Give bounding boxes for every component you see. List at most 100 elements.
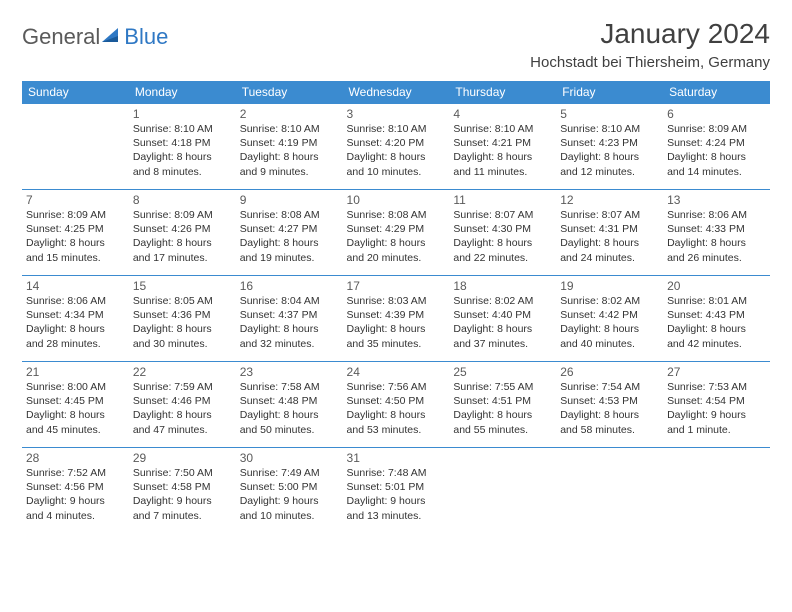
- day-number: 28: [26, 451, 125, 465]
- calendar-day-cell: 23Sunrise: 7:58 AMSunset: 4:48 PMDayligh…: [236, 362, 343, 448]
- calendar-week-row: 1Sunrise: 8:10 AMSunset: 4:18 PMDaylight…: [22, 104, 770, 190]
- weekday-header: Monday: [129, 81, 236, 104]
- day-number: 19: [560, 279, 659, 293]
- day-info: Sunrise: 8:06 AMSunset: 4:33 PMDaylight:…: [667, 208, 766, 265]
- day-info: Sunrise: 7:55 AMSunset: 4:51 PMDaylight:…: [453, 380, 552, 437]
- day-info: Sunrise: 8:10 AMSunset: 4:19 PMDaylight:…: [240, 122, 339, 179]
- day-info: Sunrise: 8:02 AMSunset: 4:42 PMDaylight:…: [560, 294, 659, 351]
- calendar-day-cell: 22Sunrise: 7:59 AMSunset: 4:46 PMDayligh…: [129, 362, 236, 448]
- calendar-day-cell: 25Sunrise: 7:55 AMSunset: 4:51 PMDayligh…: [449, 362, 556, 448]
- day-number: 20: [667, 279, 766, 293]
- calendar-day-cell: 5Sunrise: 8:10 AMSunset: 4:23 PMDaylight…: [556, 104, 663, 190]
- weekday-header: Sunday: [22, 81, 129, 104]
- header: General Blue January 2024 Hochstadt bei …: [22, 18, 770, 71]
- brand-part1: General: [22, 24, 100, 50]
- day-info: Sunrise: 8:08 AMSunset: 4:27 PMDaylight:…: [240, 208, 339, 265]
- title-block: January 2024 Hochstadt bei Thiersheim, G…: [530, 18, 770, 71]
- day-info: Sunrise: 8:04 AMSunset: 4:37 PMDaylight:…: [240, 294, 339, 351]
- weekday-header: Wednesday: [343, 81, 450, 104]
- day-info: Sunrise: 8:03 AMSunset: 4:39 PMDaylight:…: [347, 294, 446, 351]
- day-number: 13: [667, 193, 766, 207]
- day-info: Sunrise: 8:10 AMSunset: 4:21 PMDaylight:…: [453, 122, 552, 179]
- day-info: Sunrise: 8:09 AMSunset: 4:24 PMDaylight:…: [667, 122, 766, 179]
- calendar-week-row: 21Sunrise: 8:00 AMSunset: 4:45 PMDayligh…: [22, 362, 770, 448]
- day-info: Sunrise: 8:07 AMSunset: 4:30 PMDaylight:…: [453, 208, 552, 265]
- calendar-week-row: 7Sunrise: 8:09 AMSunset: 4:25 PMDaylight…: [22, 190, 770, 276]
- weekday-header-row: SundayMondayTuesdayWednesdayThursdayFrid…: [22, 81, 770, 104]
- day-number: 1: [133, 107, 232, 121]
- day-info: Sunrise: 7:53 AMSunset: 4:54 PMDaylight:…: [667, 380, 766, 437]
- day-info: Sunrise: 7:48 AMSunset: 5:01 PMDaylight:…: [347, 466, 446, 523]
- day-number: 4: [453, 107, 552, 121]
- day-number: 5: [560, 107, 659, 121]
- calendar-day-cell: 15Sunrise: 8:05 AMSunset: 4:36 PMDayligh…: [129, 276, 236, 362]
- day-info: Sunrise: 7:50 AMSunset: 4:58 PMDaylight:…: [133, 466, 232, 523]
- day-info: Sunrise: 8:08 AMSunset: 4:29 PMDaylight:…: [347, 208, 446, 265]
- calendar-day-cell: 29Sunrise: 7:50 AMSunset: 4:58 PMDayligh…: [129, 448, 236, 534]
- day-number: 26: [560, 365, 659, 379]
- day-info: Sunrise: 8:00 AMSunset: 4:45 PMDaylight:…: [26, 380, 125, 437]
- calendar-day-cell: [663, 448, 770, 534]
- day-info: Sunrise: 7:49 AMSunset: 5:00 PMDaylight:…: [240, 466, 339, 523]
- calendar-day-cell: 28Sunrise: 7:52 AMSunset: 4:56 PMDayligh…: [22, 448, 129, 534]
- day-number: 25: [453, 365, 552, 379]
- calendar-day-cell: 26Sunrise: 7:54 AMSunset: 4:53 PMDayligh…: [556, 362, 663, 448]
- day-number: 31: [347, 451, 446, 465]
- calendar-day-cell: 31Sunrise: 7:48 AMSunset: 5:01 PMDayligh…: [343, 448, 450, 534]
- calendar-day-cell: 16Sunrise: 8:04 AMSunset: 4:37 PMDayligh…: [236, 276, 343, 362]
- calendar-day-cell: 11Sunrise: 8:07 AMSunset: 4:30 PMDayligh…: [449, 190, 556, 276]
- calendar-table: SundayMondayTuesdayWednesdayThursdayFrid…: [22, 81, 770, 534]
- calendar-day-cell: [22, 104, 129, 190]
- calendar-day-cell: 10Sunrise: 8:08 AMSunset: 4:29 PMDayligh…: [343, 190, 450, 276]
- calendar-day-cell: [449, 448, 556, 534]
- day-info: Sunrise: 8:01 AMSunset: 4:43 PMDaylight:…: [667, 294, 766, 351]
- calendar-day-cell: 3Sunrise: 8:10 AMSunset: 4:20 PMDaylight…: [343, 104, 450, 190]
- day-info: Sunrise: 8:10 AMSunset: 4:23 PMDaylight:…: [560, 122, 659, 179]
- day-info: Sunrise: 8:10 AMSunset: 4:18 PMDaylight:…: [133, 122, 232, 179]
- calendar-day-cell: 9Sunrise: 8:08 AMSunset: 4:27 PMDaylight…: [236, 190, 343, 276]
- calendar-day-cell: 4Sunrise: 8:10 AMSunset: 4:21 PMDaylight…: [449, 104, 556, 190]
- day-number: 10: [347, 193, 446, 207]
- calendar-day-cell: 8Sunrise: 8:09 AMSunset: 4:26 PMDaylight…: [129, 190, 236, 276]
- calendar-day-cell: 27Sunrise: 7:53 AMSunset: 4:54 PMDayligh…: [663, 362, 770, 448]
- calendar-day-cell: 7Sunrise: 8:09 AMSunset: 4:25 PMDaylight…: [22, 190, 129, 276]
- day-number: 23: [240, 365, 339, 379]
- calendar-day-cell: 18Sunrise: 8:02 AMSunset: 4:40 PMDayligh…: [449, 276, 556, 362]
- day-number: 21: [26, 365, 125, 379]
- weekday-header: Tuesday: [236, 81, 343, 104]
- calendar-day-cell: 17Sunrise: 8:03 AMSunset: 4:39 PMDayligh…: [343, 276, 450, 362]
- brand-logo: General Blue: [22, 24, 168, 50]
- weekday-header: Saturday: [663, 81, 770, 104]
- day-number: 18: [453, 279, 552, 293]
- day-number: 12: [560, 193, 659, 207]
- day-number: 3: [347, 107, 446, 121]
- day-info: Sunrise: 7:58 AMSunset: 4:48 PMDaylight:…: [240, 380, 339, 437]
- calendar-day-cell: 24Sunrise: 7:56 AMSunset: 4:50 PMDayligh…: [343, 362, 450, 448]
- day-info: Sunrise: 8:09 AMSunset: 4:25 PMDaylight:…: [26, 208, 125, 265]
- day-number: 2: [240, 107, 339, 121]
- day-info: Sunrise: 8:06 AMSunset: 4:34 PMDaylight:…: [26, 294, 125, 351]
- calendar-body: 1Sunrise: 8:10 AMSunset: 4:18 PMDaylight…: [22, 104, 770, 534]
- calendar-week-row: 14Sunrise: 8:06 AMSunset: 4:34 PMDayligh…: [22, 276, 770, 362]
- day-info: Sunrise: 8:09 AMSunset: 4:26 PMDaylight:…: [133, 208, 232, 265]
- brand-part2: Blue: [124, 24, 168, 50]
- day-number: 11: [453, 193, 552, 207]
- calendar-day-cell: 1Sunrise: 8:10 AMSunset: 4:18 PMDaylight…: [129, 104, 236, 190]
- day-number: 16: [240, 279, 339, 293]
- calendar-day-cell: 20Sunrise: 8:01 AMSunset: 4:43 PMDayligh…: [663, 276, 770, 362]
- day-info: Sunrise: 7:59 AMSunset: 4:46 PMDaylight:…: [133, 380, 232, 437]
- day-info: Sunrise: 8:05 AMSunset: 4:36 PMDaylight:…: [133, 294, 232, 351]
- calendar-week-row: 28Sunrise: 7:52 AMSunset: 4:56 PMDayligh…: [22, 448, 770, 534]
- calendar-day-cell: 30Sunrise: 7:49 AMSunset: 5:00 PMDayligh…: [236, 448, 343, 534]
- calendar-day-cell: 21Sunrise: 8:00 AMSunset: 4:45 PMDayligh…: [22, 362, 129, 448]
- day-number: 7: [26, 193, 125, 207]
- location: Hochstadt bei Thiersheim, Germany: [530, 54, 770, 71]
- day-number: 6: [667, 107, 766, 121]
- weekday-header: Thursday: [449, 81, 556, 104]
- day-number: 24: [347, 365, 446, 379]
- day-info: Sunrise: 8:10 AMSunset: 4:20 PMDaylight:…: [347, 122, 446, 179]
- day-number: 22: [133, 365, 232, 379]
- day-info: Sunrise: 7:54 AMSunset: 4:53 PMDaylight:…: [560, 380, 659, 437]
- day-number: 9: [240, 193, 339, 207]
- calendar-day-cell: 6Sunrise: 8:09 AMSunset: 4:24 PMDaylight…: [663, 104, 770, 190]
